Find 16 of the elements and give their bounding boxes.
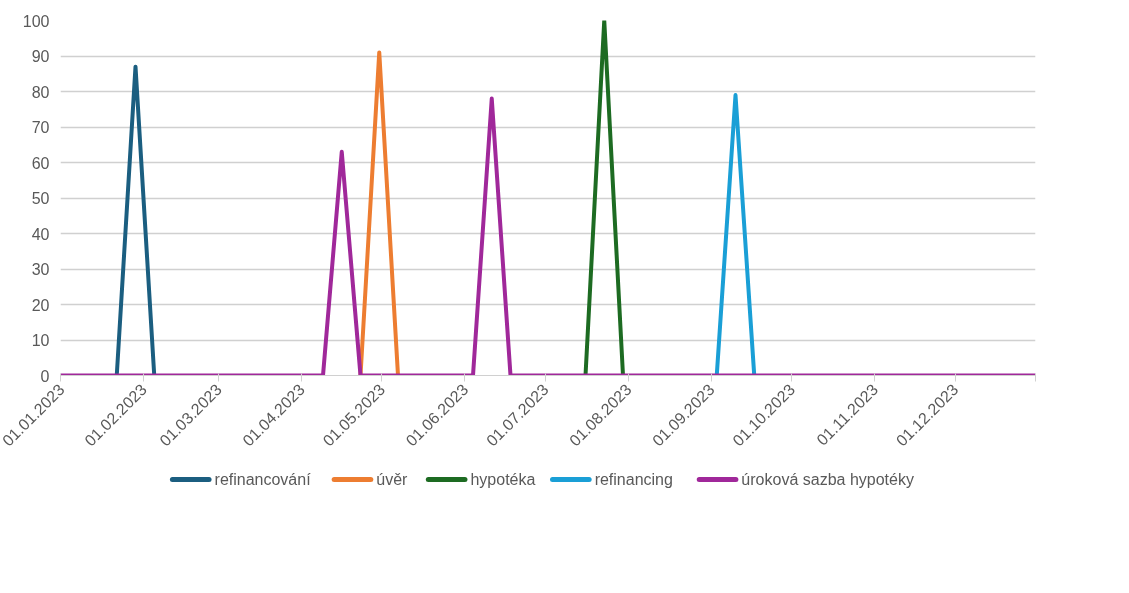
- y-tick-label: 60: [31, 154, 50, 172]
- legend-label: refinancování: [214, 471, 312, 488]
- y-tick-label: 10: [31, 332, 50, 349]
- y-tick-label: 80: [31, 83, 50, 101]
- y-tick-label: 100: [22, 12, 50, 30]
- legend-label: úroková sazba hypotéky: [741, 471, 914, 488]
- y-tick-label: 40: [31, 225, 50, 243]
- y-tick-label: 30: [31, 261, 50, 278]
- legend-label: refinancing: [594, 471, 673, 488]
- legend-label: úvěr: [376, 471, 409, 488]
- y-tick-label: 0: [40, 367, 50, 385]
- y-tick-label: 70: [31, 119, 50, 136]
- legend-label: hypotéka: [470, 471, 536, 488]
- y-tick-label: 90: [31, 48, 50, 65]
- y-tick-label: 20: [31, 296, 50, 314]
- y-tick-label: 50: [31, 190, 50, 207]
